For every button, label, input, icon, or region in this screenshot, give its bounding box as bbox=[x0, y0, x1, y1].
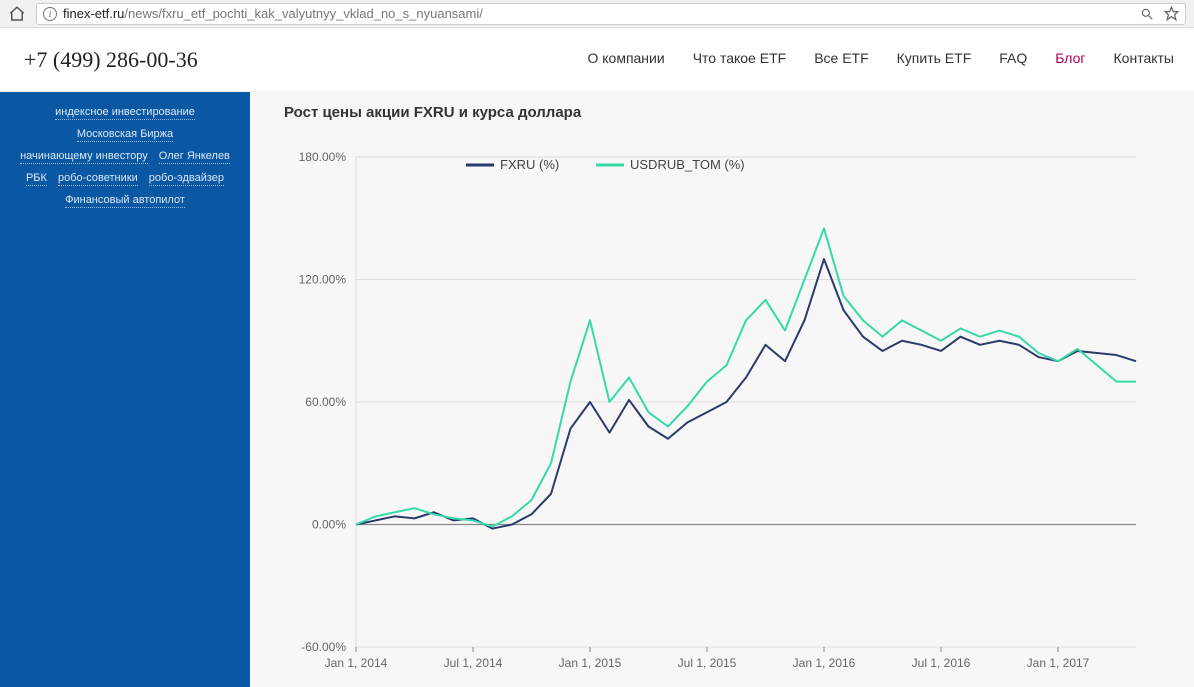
nav-link[interactable]: Что такое ETF bbox=[693, 50, 787, 69]
svg-text:Jan 1, 2016: Jan 1, 2016 bbox=[793, 656, 856, 670]
sidebar-tag[interactable]: Финансовый автопилот bbox=[65, 194, 185, 208]
main-nav: О компании Что такое ETF Все ETF Купить ETF… bbox=[587, 50, 1174, 69]
site-info-icon[interactable]: i bbox=[43, 7, 57, 21]
svg-text:-60.00%: -60.00% bbox=[301, 640, 346, 654]
zoom-icon[interactable] bbox=[1140, 7, 1154, 21]
star-icon[interactable] bbox=[1164, 6, 1179, 21]
svg-text:FXRU (%): FXRU (%) bbox=[500, 157, 559, 172]
sidebar-tag[interactable]: робо-эдвайзер bbox=[149, 172, 224, 186]
nav-link[interactable]: Купить ETF bbox=[897, 50, 972, 69]
sidebar-tag[interactable]: робо-советники bbox=[58, 172, 138, 186]
sidebar-tag[interactable]: Олег Янкелев bbox=[159, 150, 230, 164]
site-header: +7 (499) 286-00-36 О компании Что такое E… bbox=[0, 28, 1194, 92]
nav-link[interactable]: FAQ bbox=[999, 50, 1027, 69]
nav-link[interactable]: Контакты bbox=[1114, 50, 1174, 69]
svg-text:60.00%: 60.00% bbox=[305, 395, 346, 409]
nav-link[interactable]: О компании bbox=[587, 50, 664, 69]
url-field[interactable]: i finex-etf.ru/news/fxru_etf_pochti_kak_… bbox=[36, 3, 1186, 25]
main-content: Рост цены акции FXRU и курса доллара -60… bbox=[250, 92, 1194, 687]
svg-text:Jul 1, 2014: Jul 1, 2014 bbox=[444, 656, 503, 670]
svg-text:Jan 1, 2017: Jan 1, 2017 bbox=[1027, 656, 1090, 670]
url-text: finex-etf.ru/news/fxru_etf_pochti_kak_va… bbox=[63, 6, 483, 21]
phone-number: +7 (499) 286-00-36 bbox=[24, 47, 198, 73]
chart-title: Рост цены акции FXRU и курса доллара bbox=[284, 104, 1186, 121]
svg-text:0.00%: 0.00% bbox=[312, 518, 346, 532]
sidebar-tag[interactable]: индексное инвестирование bbox=[55, 106, 195, 120]
svg-text:180.00%: 180.00% bbox=[299, 150, 347, 164]
home-icon[interactable] bbox=[8, 5, 26, 23]
svg-text:Jan 1, 2014: Jan 1, 2014 bbox=[325, 656, 388, 670]
svg-text:Jul 1, 2016: Jul 1, 2016 bbox=[912, 656, 971, 670]
sidebar-tag[interactable]: начинающему инвестору bbox=[20, 150, 148, 164]
sidebar-tags: индексное инвестирование Московская Бирж… bbox=[0, 92, 250, 687]
svg-text:Jul 1, 2015: Jul 1, 2015 bbox=[678, 656, 737, 670]
sidebar-tag[interactable]: Московская Биржа bbox=[77, 128, 173, 142]
svg-text:USDRUB_TOM (%): USDRUB_TOM (%) bbox=[630, 157, 745, 172]
price-chart: -60.00% 0.00% 60.00% 120.00% 180.00% Jan 1, 2… bbox=[270, 127, 1150, 687]
nav-link[interactable]: Все ETF bbox=[814, 50, 868, 69]
browser-address-bar: i finex-etf.ru/news/fxru_etf_pochti_kak_… bbox=[0, 0, 1194, 28]
svg-text:Jan 1, 2015: Jan 1, 2015 bbox=[559, 656, 622, 670]
svg-text:120.00%: 120.00% bbox=[299, 273, 347, 287]
nav-link[interactable]: Блог bbox=[1055, 50, 1085, 69]
sidebar-tag[interactable]: РБК bbox=[26, 172, 47, 186]
